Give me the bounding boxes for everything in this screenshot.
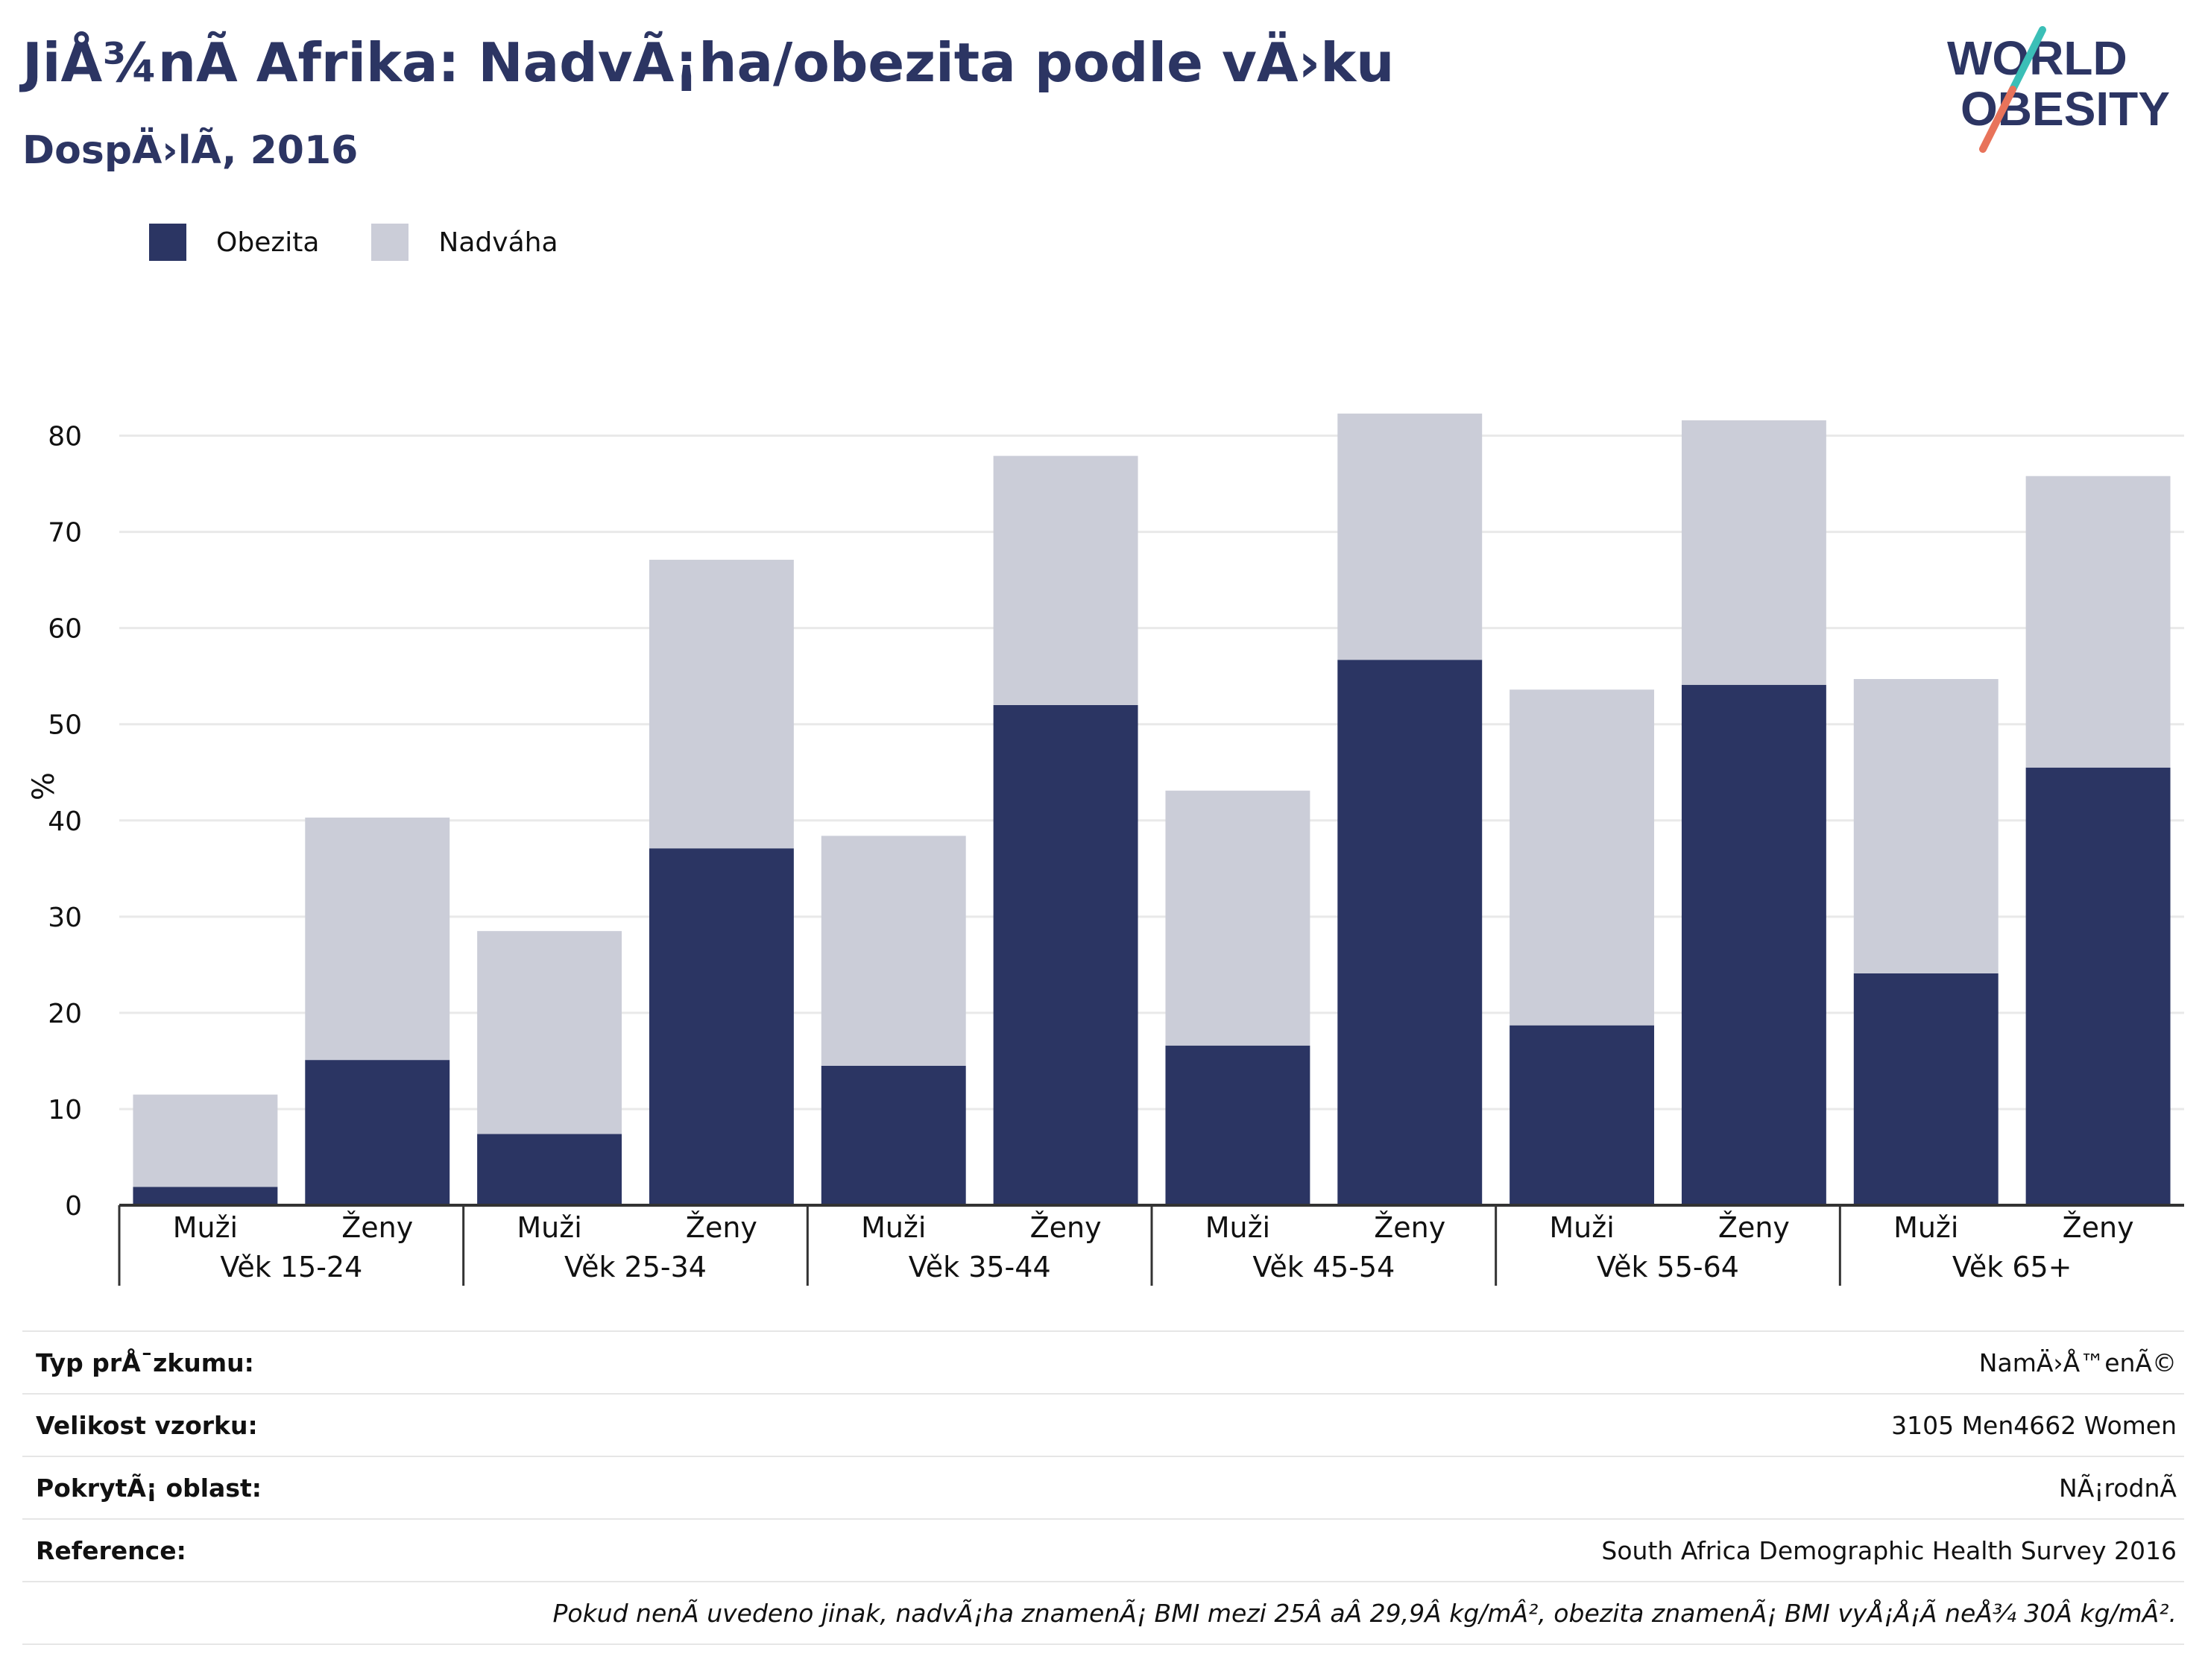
y-tick-label: 0: [65, 1191, 82, 1222]
info-table: Typ prÅ¯zkumu: NamÄ›Å™enÃ© Velikost vzor…: [22, 1330, 2184, 1645]
bar-overweight: [1337, 413, 1483, 660]
logo-slash-teal: [2009, 26, 2046, 93]
x-group-label: Věk 25-34: [564, 1251, 707, 1283]
bar-overweight: [1681, 420, 1826, 685]
legend-label-overweight: Nadváha: [438, 227, 558, 258]
bar-obesity: [1853, 973, 1999, 1205]
x-tick-label: Muži: [1549, 1211, 1614, 1244]
bar-overweight: [993, 455, 1138, 705]
logo-slash-coral: [1979, 86, 2016, 153]
info-row-reference: Reference: South Africa Demographic Heal…: [22, 1518, 2184, 1581]
y-tick-label: 40: [48, 806, 82, 837]
x-group-label: Věk 45-54: [1252, 1251, 1395, 1283]
y-tick-label: 60: [48, 614, 82, 645]
y-tick-label: 30: [48, 903, 82, 933]
x-tick-label: Ženy: [341, 1211, 413, 1244]
chart-legend: Obezita Nadváha: [149, 220, 611, 265]
bar-obesity: [1337, 660, 1483, 1205]
bar-overweight: [1853, 679, 1999, 973]
legend-item-obesity[interactable]: Obezita: [149, 224, 319, 261]
info-row-survey-type: Typ prÅ¯zkumu: NamÄ›Å™enÃ©: [22, 1330, 2184, 1393]
chart-title: JiÅ¾nÃ Afrika: NadvÃ¡ha/obezita podle vÄ…: [22, 31, 1395, 94]
bar-obesity: [2025, 767, 2171, 1205]
info-label: Typ prÅ¯zkumu:: [36, 1348, 254, 1377]
info-label: Velikost vzorku:: [36, 1410, 258, 1440]
y-tick-label: 10: [48, 1095, 82, 1125]
bar-obesity: [1510, 1025, 1655, 1205]
bar-obesity: [1165, 1045, 1310, 1205]
info-row-coverage: PokrytÃ¡ oblast: NÃ¡rodnÃ: [22, 1456, 2184, 1518]
bar-overweight: [1165, 790, 1310, 1046]
x-group-label: Věk 55-64: [1597, 1251, 1739, 1283]
info-value: NÃ¡rodnÃ: [2059, 1473, 2177, 1503]
legend-swatch-obesity: [149, 224, 186, 261]
legend-swatch-overweight: [371, 224, 409, 261]
stacked-bar-chart: 0 10 20 30 40 50 60 70 80% Muži Ženy Muži Ženy Muži Že…: [27, 413, 2184, 1286]
y-axis-label: %: [27, 772, 61, 800]
x-tick-label: Muži: [517, 1211, 581, 1244]
y-tick-label: 50: [48, 710, 82, 741]
world-obesity-logo: WORLD OBESITY: [1947, 26, 2170, 153]
x-tick-label: Muži: [173, 1211, 238, 1244]
bar-obesity: [821, 1065, 966, 1205]
x-tick-label: Muži: [861, 1211, 926, 1244]
x-tick-label: Ženy: [2063, 1211, 2134, 1244]
bar-overweight: [2025, 476, 2171, 768]
bar-obesity: [993, 704, 1138, 1205]
info-row-sample-size: Velikost vzorku: 3105 Men4662 Women: [22, 1393, 2184, 1456]
chart-subtitle: DospÄ›lÃ, 2016: [22, 128, 359, 173]
x-tick-label: Ženy: [1374, 1211, 1445, 1244]
bar-obesity: [1681, 684, 1826, 1205]
y-tick-label: 80: [48, 422, 82, 452]
bar-overweight: [649, 560, 794, 849]
x-group-label: Věk 35-44: [909, 1251, 1051, 1283]
x-group-label: Věk 65+: [1952, 1251, 2072, 1283]
info-value: South Africa Demographic Health Survey 2…: [1601, 1535, 2177, 1565]
info-value: NamÄ›Å™enÃ©: [1978, 1348, 2177, 1377]
info-label: Reference:: [36, 1535, 186, 1565]
legend-label-obesity: Obezita: [216, 227, 320, 258]
x-tick-label: Muži: [1893, 1211, 1958, 1244]
x-tick-label: Ženy: [686, 1211, 757, 1244]
y-tick-label: 70: [48, 518, 82, 549]
x-tick-label: Muži: [1205, 1211, 1270, 1244]
x-group-label: Věk 15-24: [220, 1251, 362, 1283]
info-value: 3105 Men4662 Women: [1891, 1410, 2177, 1440]
legend-item-overweight[interactable]: Nadváha: [371, 224, 558, 261]
bar-obesity: [133, 1187, 278, 1205]
bar-overweight: [133, 1094, 278, 1187]
footnote: Pokud nenÃ uvedeno jinak, nadvÃ¡ha zname…: [22, 1581, 2184, 1645]
bar-overweight: [477, 931, 622, 1134]
bar-overweight: [1510, 689, 1655, 1026]
bar-obesity: [649, 848, 794, 1205]
bar-overweight: [821, 836, 966, 1066]
info-label: PokrytÃ¡ oblast:: [36, 1473, 262, 1503]
bar-obesity: [477, 1134, 622, 1205]
x-tick-label: Ženy: [1030, 1211, 1102, 1244]
bar-overweight: [305, 817, 450, 1061]
x-tick-label: Ženy: [1718, 1211, 1790, 1244]
y-tick-label: 20: [48, 999, 82, 1029]
bar-obesity: [305, 1060, 450, 1205]
